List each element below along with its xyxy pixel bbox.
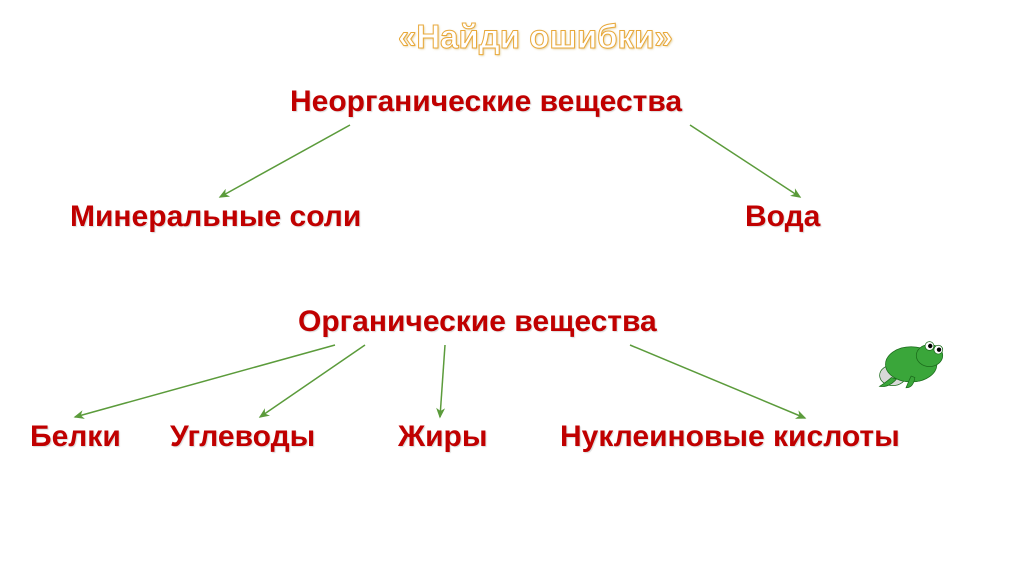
node-water: Вода: [745, 200, 820, 234]
node-proteins: Белки: [30, 420, 121, 454]
node-mineral-salts: Минеральные соли: [70, 200, 361, 234]
frog-icon: [870, 335, 945, 390]
node-organic: Органические вещества: [298, 305, 657, 339]
node-carbohydrates: Углеводы: [170, 420, 315, 454]
node-fats: Жиры: [398, 420, 488, 454]
node-nucleic-acids: Нуклеиновые кислоты: [560, 420, 900, 454]
node-inorganic: Неорганические вещества: [290, 85, 682, 119]
slide-title: «Найди ошибки»: [398, 18, 673, 56]
